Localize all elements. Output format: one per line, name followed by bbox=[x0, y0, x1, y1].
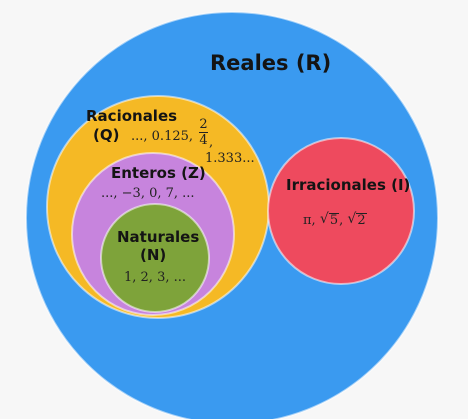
racionales-symbol: (Q) bbox=[93, 126, 120, 144]
naturales-symbol: (N) bbox=[140, 246, 167, 264]
enteros-title: Enteros (Z) bbox=[111, 164, 206, 182]
sqrt-two: √ 2 bbox=[347, 211, 367, 228]
radical-sign: √ bbox=[347, 211, 357, 227]
racionales-examples: ..., 0.125, bbox=[131, 129, 194, 144]
racionales-examples-cont: 1.333... bbox=[205, 151, 255, 166]
pi-symbol: π, bbox=[303, 213, 316, 228]
irracionales-examples: π, √ 5, √ 2 bbox=[303, 211, 367, 228]
radical-sign: √ bbox=[319, 211, 329, 227]
fraction-denominator: 4 bbox=[199, 133, 208, 148]
separator-comma: , bbox=[339, 213, 344, 228]
fraction-comma: , bbox=[209, 135, 214, 150]
naturales-examples: 1, 2, 3, ... bbox=[124, 270, 187, 285]
fraction-two-fourths: 2 4 bbox=[199, 118, 208, 147]
racionales-title: Racionales bbox=[86, 107, 178, 125]
fraction-numerator: 2 bbox=[199, 117, 208, 132]
fraction-bar bbox=[199, 132, 208, 133]
naturales-circle bbox=[100, 203, 210, 313]
radicand-five: 5 bbox=[328, 213, 340, 228]
radicand-two: 2 bbox=[356, 213, 367, 228]
enteros-examples: ..., −3, 0, 7, ... bbox=[101, 186, 195, 201]
irracionales-title: Irracionales (I) bbox=[286, 176, 411, 194]
naturales-title: Naturales bbox=[117, 228, 200, 246]
sqrt-five: √ 5 bbox=[319, 211, 340, 228]
reales-title: Reales (R) bbox=[210, 51, 332, 75]
irracionales-circle bbox=[267, 137, 415, 285]
